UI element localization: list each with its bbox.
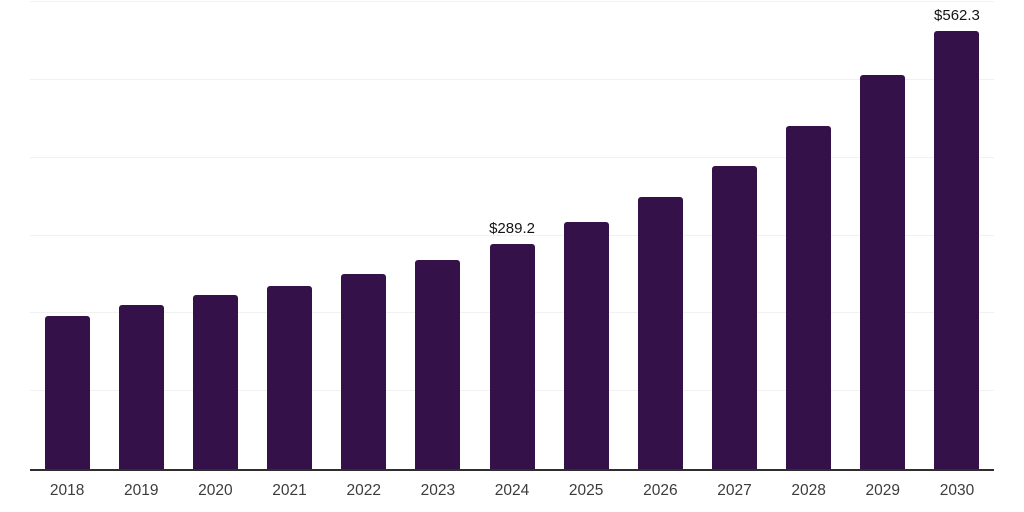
- bar-slot-2029: [846, 2, 920, 469]
- bar-slot-2024: $289.2: [475, 2, 549, 469]
- x-tick-label-2020: 2020: [198, 482, 233, 499]
- x-axis-labels: 2018 2019 2020 2021 2022 2023 2024 2025 2026 2027…: [30, 481, 994, 501]
- x-tick-label-2019: 2019: [123, 482, 159, 499]
- bar-2022: [341, 274, 387, 469]
- x-tick-label-2022: 2022: [346, 482, 381, 499]
- bar-2018: [44, 315, 90, 469]
- bars: $289.2 $562.3: [30, 2, 994, 469]
- bar-slot-2025: [549, 2, 623, 469]
- gridline-400: [30, 156, 994, 158]
- gridline-300: [30, 234, 994, 236]
- bar-2028: [786, 125, 832, 469]
- x-tick-label-2021: 2021: [272, 482, 307, 499]
- data-label-2024: $289.2: [489, 219, 535, 237]
- bar-2023: [415, 259, 461, 469]
- bar-2030: [934, 31, 980, 469]
- x-tick-label-2030: 2030: [939, 482, 975, 499]
- bar-slot-2021: [252, 2, 326, 469]
- x-tick-label-2027: 2027: [717, 482, 752, 499]
- bar-2021: [267, 286, 313, 469]
- bar-2026: [637, 196, 683, 469]
- x-tick-label-2025: 2025: [568, 482, 604, 499]
- bar-2024: [489, 243, 535, 469]
- x-tick-label-2028: 2028: [791, 482, 826, 499]
- plot-area: $289.2 $562.3: [30, 1, 994, 471]
- x-tick-label-2024: 2024: [494, 482, 530, 499]
- x-tick-label-2026: 2026: [643, 482, 678, 499]
- data-label-2030: $562.3: [934, 7, 980, 25]
- x-tick-label-2023: 2023: [420, 482, 456, 499]
- bar-slot-2023: [401, 2, 475, 469]
- gridline-500: [30, 78, 994, 80]
- bar-slot-2028: [772, 2, 846, 469]
- bar-2025: [563, 222, 609, 469]
- gridline-600: [30, 1, 994, 2]
- bar-slot-2030: $562.3: [920, 2, 994, 469]
- bar-2029: [860, 75, 906, 469]
- bar-2019: [118, 304, 164, 469]
- bar-slot-2020: [178, 2, 252, 469]
- bar-slot-2026: [623, 2, 697, 469]
- bar-slot-2027: [697, 2, 771, 469]
- bar-slot-2022: [327, 2, 401, 469]
- bar-slot-2018: [30, 2, 104, 469]
- bar-slot-2019: [104, 2, 178, 469]
- x-tick-label-2029: 2029: [865, 482, 901, 499]
- x-tick-label-2018: 2018: [49, 482, 85, 499]
- bar-2020: [192, 295, 238, 469]
- bar-2027: [711, 166, 757, 469]
